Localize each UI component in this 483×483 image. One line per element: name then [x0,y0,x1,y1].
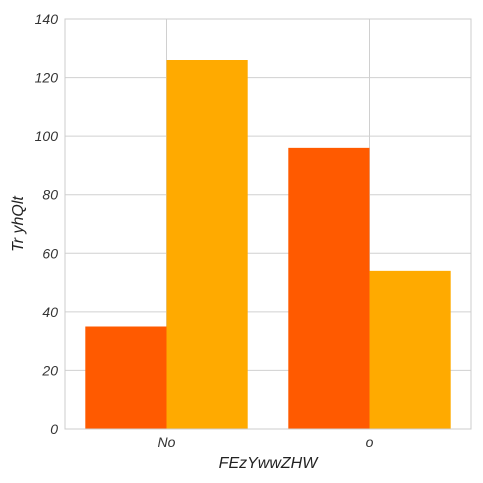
x-tick-label: o [366,434,374,450]
bar-no-series-1 [85,326,167,429]
y-tick-label: 60 [42,245,58,261]
x-tick-label: No [158,434,176,450]
y-tick-labels: 0 20 40 60 80 100 120 140 [35,11,59,437]
y-tick-label: 140 [35,11,59,27]
plot-frame [64,18,472,430]
bars [85,60,451,429]
bar-no-series-2 [166,60,248,429]
y-axis-label: Tr yhQlt [10,196,27,252]
y-tick-label: 20 [41,362,58,378]
y-tick-label: 80 [42,187,58,203]
bar-o-series-2 [369,270,451,429]
y-tick-label: 40 [42,304,58,320]
x-axis-label: FEzYwwZHW [219,455,320,472]
y-tick-label: 100 [35,128,59,144]
bar-o-series-1 [288,147,370,429]
x-tick-labels: No o [158,434,374,450]
y-tick-label: 0 [50,421,58,437]
y-tick-label: 120 [35,70,59,86]
